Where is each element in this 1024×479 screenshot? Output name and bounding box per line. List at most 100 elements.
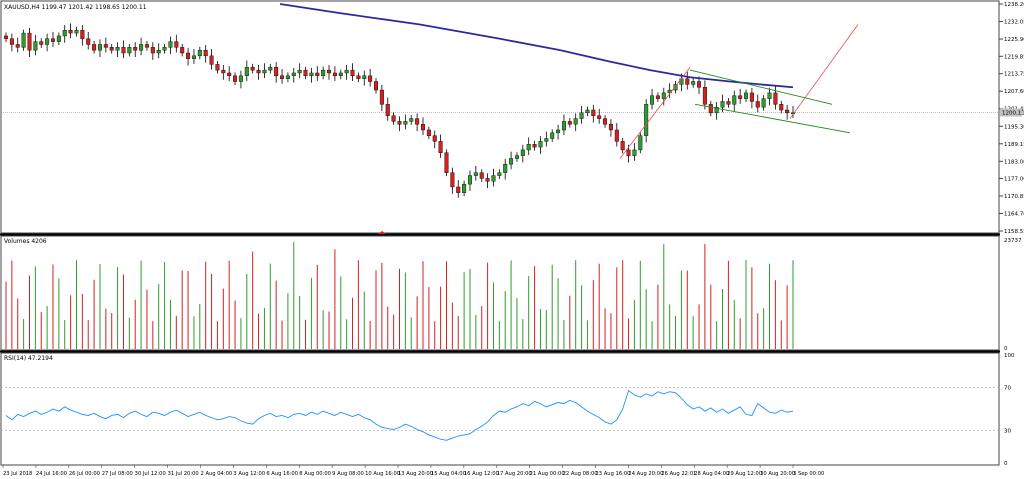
candle-body xyxy=(233,75,238,82)
candle-body xyxy=(444,152,449,173)
candle-body xyxy=(21,32,26,48)
candle-body xyxy=(80,30,85,39)
candle-body xyxy=(362,75,367,79)
time-tick-label: 24 Jul 16:00 xyxy=(36,471,67,477)
candle-body xyxy=(368,75,373,82)
candle-body xyxy=(291,72,296,77)
price-tick-label: 1164.70 xyxy=(1004,211,1024,217)
time-tick-label: 15 Aug 04:00 xyxy=(431,471,466,477)
candle-body xyxy=(309,72,314,77)
candle-body xyxy=(597,115,602,119)
candle-body xyxy=(33,41,38,51)
time-tick-label: 23 Aug 16:00 xyxy=(596,471,631,477)
candle-body xyxy=(608,124,613,131)
price-tick-label: 1158.55 xyxy=(1004,229,1024,235)
candle-body xyxy=(426,129,431,136)
channel-lower xyxy=(694,103,851,134)
candle-body xyxy=(3,35,8,39)
candle-body xyxy=(209,55,214,65)
trendline-red xyxy=(619,67,691,159)
candle-body xyxy=(39,41,44,45)
candle-body xyxy=(497,172,502,176)
candle-body xyxy=(374,81,379,91)
candle-body xyxy=(285,75,290,79)
candle-body xyxy=(714,106,719,114)
candle-body xyxy=(644,104,649,136)
candle-body xyxy=(503,163,508,173)
candle-body xyxy=(779,104,784,111)
candle-body xyxy=(156,49,161,54)
candle-body xyxy=(280,75,285,79)
candle-body xyxy=(315,72,320,77)
time-tick-label: 17 Aug 20:00 xyxy=(497,471,532,477)
price-tick-label: 1189.15 xyxy=(1004,142,1024,148)
candle-body xyxy=(526,144,531,151)
candle-body xyxy=(45,38,50,45)
time-tick-label: 28 Aug 04:00 xyxy=(694,471,729,477)
time-tick-label: 26 Jul 00:00 xyxy=(69,471,100,477)
candle-body xyxy=(215,64,220,71)
rsi-tick-label: 100 xyxy=(1004,353,1015,359)
candle-body xyxy=(15,44,20,48)
candle-body xyxy=(139,44,144,51)
candle-body xyxy=(732,95,737,105)
candle-body xyxy=(697,81,702,88)
candle-body xyxy=(403,121,408,125)
candle-body xyxy=(256,69,261,74)
time-tick-label: 24 Aug 20:00 xyxy=(628,471,663,477)
candle-body xyxy=(92,44,97,51)
candle-body xyxy=(509,158,514,165)
candle-body xyxy=(626,149,631,156)
candle-body xyxy=(650,95,655,105)
candle-body xyxy=(150,47,155,54)
candle-body xyxy=(567,121,572,125)
candle-body xyxy=(162,47,167,51)
candle-body xyxy=(350,69,355,77)
candle-body xyxy=(749,92,754,102)
candle-body xyxy=(321,69,326,77)
candle-body xyxy=(473,172,478,176)
candle-body xyxy=(573,118,578,125)
candle-body xyxy=(726,101,731,105)
time-tick-label: 8 Aug 00:00 xyxy=(299,471,331,477)
candle-body xyxy=(638,135,643,151)
time-tick-label: 22 Aug 08:00 xyxy=(563,471,598,477)
candle-body xyxy=(755,101,760,108)
time-tick-label: 29 Aug 12:00 xyxy=(727,471,762,477)
current-price-box xyxy=(1000,108,1022,117)
volume-bars: 23737 0 xyxy=(5,238,1022,352)
candle-body xyxy=(773,92,778,105)
candle-body xyxy=(356,75,361,79)
candle-body xyxy=(9,38,14,45)
candle-body xyxy=(691,81,696,85)
price-tick-label: 1195.30 xyxy=(1004,124,1024,130)
candle-body xyxy=(238,75,243,82)
time-axis: 23 Jul 2018 24 Jul 16:00 26 Jul 00:00 27 Ju… xyxy=(2,465,824,477)
candle-body xyxy=(385,104,390,116)
candle-body xyxy=(174,41,179,48)
price-tick-label: 1213.75 xyxy=(1004,72,1024,78)
arrow-marker xyxy=(378,231,386,234)
volume-zero-label: 0 xyxy=(1004,346,1008,352)
candle-body xyxy=(655,95,660,99)
candle-body xyxy=(585,109,590,114)
candle-body xyxy=(274,67,279,77)
current-price-label: 1200.11 xyxy=(1002,111,1024,117)
time-tick-label: 30 Aug 20:00 xyxy=(760,471,795,477)
candle-body xyxy=(720,101,725,108)
candle-body xyxy=(491,175,496,182)
candle-body xyxy=(462,183,467,193)
candle-body xyxy=(485,178,490,182)
time-tick-label: 3 Sep 00:00 xyxy=(793,471,824,477)
price-tick-label: 1225.90 xyxy=(1004,37,1024,43)
candle-body xyxy=(785,109,790,114)
time-tick-label: 10 Aug 16:00 xyxy=(365,471,400,477)
trendline-red xyxy=(789,24,859,119)
candle-body xyxy=(127,47,132,54)
candles xyxy=(3,23,796,198)
candle-body xyxy=(432,135,437,142)
candle-body xyxy=(303,69,308,77)
chart-title: XAUUSD,H4 1199.47 1201.42 1198.65 1200.1… xyxy=(4,4,147,11)
candle-body xyxy=(168,41,173,48)
